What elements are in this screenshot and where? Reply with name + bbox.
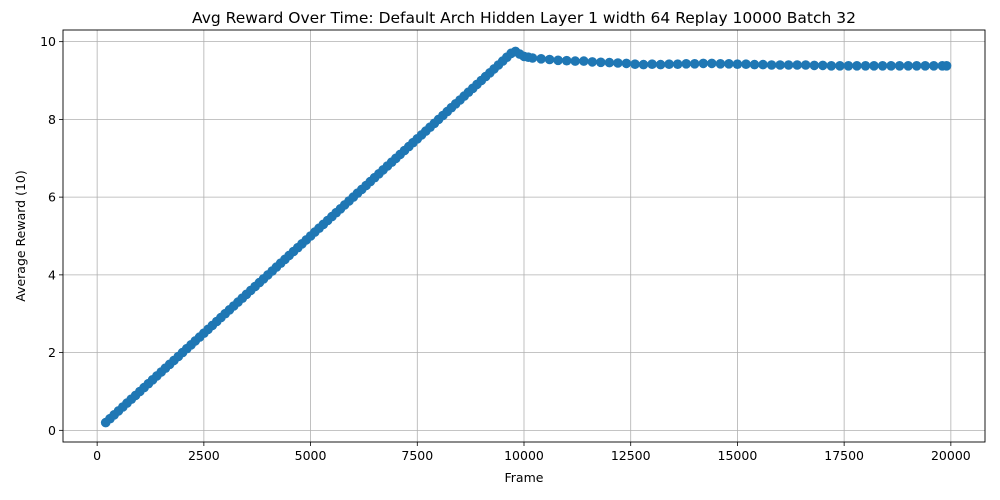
data-point — [536, 54, 546, 64]
x-tick-label: 5000 — [295, 448, 327, 463]
data-point — [587, 57, 598, 67]
x-tick-label: 12500 — [611, 448, 651, 463]
data-point — [852, 61, 862, 71]
data-point — [877, 61, 888, 71]
data-point — [527, 53, 538, 63]
data-point — [724, 59, 734, 69]
data-point — [775, 60, 785, 70]
data-point — [579, 56, 589, 66]
x-tick-label: 0 — [93, 448, 101, 463]
data-point — [681, 59, 691, 69]
data-point — [613, 58, 623, 68]
data-point — [869, 61, 879, 71]
data-point — [911, 61, 922, 71]
data-point — [886, 61, 896, 71]
data-point — [715, 59, 726, 69]
x-tick-label: 10000 — [504, 448, 544, 463]
data-point — [647, 59, 657, 69]
data-point — [544, 54, 555, 65]
grid — [63, 30, 985, 442]
data-point — [894, 61, 905, 71]
data-point — [903, 61, 913, 71]
data-point — [621, 58, 632, 69]
data-point — [664, 59, 674, 69]
data-point — [561, 55, 572, 66]
y-tick-label: 4 — [48, 267, 56, 282]
data-point — [570, 56, 580, 66]
y-tick-label: 2 — [48, 345, 56, 360]
data-point — [809, 60, 820, 71]
x-tick-label: 15000 — [718, 448, 758, 463]
data-point — [843, 61, 854, 71]
y-tick-label: 10 — [40, 34, 56, 49]
data-point — [766, 60, 777, 70]
data-point — [818, 60, 828, 71]
data-point — [860, 61, 871, 71]
y-tick-label: 6 — [48, 190, 56, 205]
y-tick-label: 0 — [48, 423, 56, 438]
data-point — [638, 59, 649, 70]
data-point — [929, 61, 939, 71]
data-point — [672, 59, 683, 69]
data-point — [698, 58, 709, 69]
data-point — [749, 59, 760, 70]
data-point — [655, 59, 666, 70]
x-axis-label: Frame — [505, 470, 544, 485]
data-point — [826, 61, 837, 71]
data-point — [783, 60, 794, 70]
data-series — [100, 46, 952, 428]
data-point — [741, 59, 751, 69]
data-point — [941, 61, 952, 71]
data-point — [707, 58, 717, 69]
data-point — [689, 59, 700, 69]
data-point — [630, 59, 640, 69]
data-point — [835, 61, 845, 71]
axis-ticks: 0 2500 5000 7500 10000 12500 15000 17500 20000 0 2… — [40, 34, 971, 463]
x-tick-label: 2500 — [188, 448, 220, 463]
data-point — [758, 59, 768, 70]
data-point — [920, 61, 930, 71]
data-point — [800, 60, 811, 70]
data-point — [792, 60, 802, 70]
x-tick-label: 17500 — [824, 448, 864, 463]
x-tick-label: 20000 — [931, 448, 971, 463]
data-point — [553, 55, 563, 66]
x-tick-label: 7500 — [401, 448, 433, 463]
data-point — [604, 57, 615, 68]
data-point — [596, 57, 606, 68]
y-tick-label: 8 — [48, 112, 56, 127]
y-axis-label: Average Reward (10) — [13, 170, 28, 302]
data-point — [732, 59, 743, 69]
chart-title: Avg Reward Over Time: Default Arch Hidde… — [192, 9, 856, 27]
